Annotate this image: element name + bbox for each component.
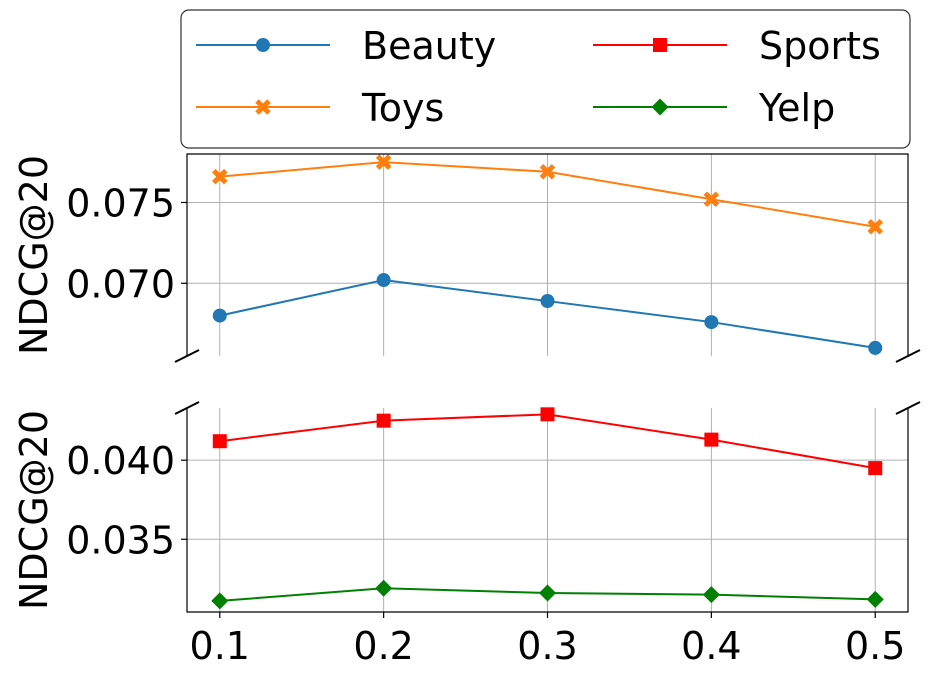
legend-marker-beauty [256, 38, 270, 52]
data-point-yelp-0 [211, 592, 229, 610]
data-point-toys-4 [867, 218, 883, 235]
y-tick-label-upper-1: 0.075 [66, 181, 175, 225]
data-point-sports-3 [704, 432, 719, 447]
axis-break-mark-2 [174, 401, 200, 415]
data-point-sports-4 [868, 461, 883, 476]
data-point-beauty-2 [540, 294, 555, 309]
legend-marker-yelp [651, 98, 669, 116]
data-point-toys-3 [703, 191, 720, 208]
data-point-toys-2 [539, 164, 556, 180]
y-tick-label-upper-0: 0.070 [66, 262, 175, 306]
legend-marker-toys [255, 99, 271, 115]
legend-label-toys: Toys [361, 86, 444, 130]
y-tick-label-lower-1: 0.040 [66, 439, 175, 483]
data-point-sports-1 [376, 413, 391, 428]
legend: Beauty Sports Toys Yelp [180, 9, 911, 149]
x-tick-label-1: 0.2 [353, 624, 413, 668]
data-point-beauty-4 [868, 340, 883, 355]
data-point-yelp-2 [539, 584, 556, 602]
x-tick-label-0: 0.1 [190, 624, 250, 668]
axis-break-mark-3 [895, 401, 921, 415]
data-point-toys-0 [212, 168, 228, 185]
x-tick-label-4: 0.5 [845, 624, 905, 668]
y-tick-label-lower-0: 0.035 [66, 518, 175, 562]
x-tick-label-3: 0.4 [681, 624, 741, 668]
data-point-yelp-1 [375, 579, 393, 597]
y-axis-title-lower: NDCG@20 [12, 410, 56, 610]
axis-break-mark-0 [174, 349, 200, 363]
data-point-beauty-3 [704, 315, 719, 330]
x-tick-label-2: 0.3 [517, 624, 577, 668]
legend-label-beauty: Beauty [362, 24, 496, 68]
y-axis-title-upper: NDCG@20 [12, 155, 56, 355]
legend-marker-sports [653, 38, 667, 52]
data-point-sports-2 [540, 407, 555, 422]
data-point-toys-1 [375, 154, 392, 170]
data-point-beauty-0 [212, 308, 227, 323]
panel-frame-upper [186, 153, 909, 356]
data-point-yelp-4 [866, 590, 884, 608]
axis-break-mark-1 [895, 349, 921, 363]
data-point-yelp-3 [702, 586, 720, 604]
legend-frame [180, 9, 911, 149]
legend-label-sports: Sports [759, 24, 881, 68]
legend-label-yelp: Yelp [758, 86, 835, 130]
data-point-beauty-1 [376, 273, 391, 288]
data-point-sports-0 [212, 434, 227, 449]
